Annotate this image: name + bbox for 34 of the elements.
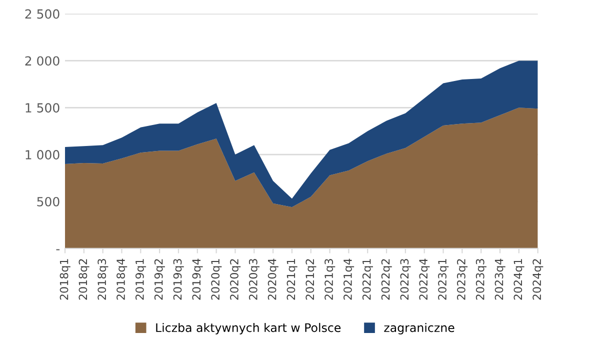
y-tick-label: 1 000 xyxy=(26,150,60,160)
legend-label: Liczba aktywnych kart w Polsce xyxy=(156,322,341,334)
x-tick-label: 2022q1 xyxy=(362,259,373,300)
x-tick-label: 2021q1 xyxy=(286,259,298,300)
x-tick-label: 2018q4 xyxy=(116,258,128,300)
x-tick-label: 2018q3 xyxy=(98,259,108,300)
x-tick-label: 2023q2 xyxy=(456,259,468,300)
y-tick-label: 2 500 xyxy=(25,9,60,19)
x-tick-label: 2024q1 xyxy=(514,259,524,300)
y-tick-label: 2 000 xyxy=(25,56,60,66)
x-tick-label: 2019q3 xyxy=(173,259,184,300)
x-tick-label: 2022q3 xyxy=(400,259,411,300)
x-tick-label: 2022q2 xyxy=(381,259,392,300)
x-tick-label: 2024q2 xyxy=(532,259,544,300)
x-tick-label: 2019q1 xyxy=(135,259,146,300)
x-tick-label: 2022q4 xyxy=(419,258,430,300)
y-tick-label: 1 500 xyxy=(26,103,60,113)
x-tick-label: 2021q2 xyxy=(306,259,316,300)
legend-label: zagraniczne xyxy=(384,322,454,334)
x-tick-label: 2021q4 xyxy=(344,258,354,300)
y-tick-label: - xyxy=(56,249,60,250)
x-tick-label: 2018q1 xyxy=(60,259,70,300)
x-tick-label: 2019q2 xyxy=(154,259,165,300)
x-tick-label: 2021q3 xyxy=(324,259,336,300)
x-tick-label: 2023q4 xyxy=(494,258,506,300)
x-tick-label: 2018q2 xyxy=(78,259,90,300)
x-tick-label: 2020q1 xyxy=(211,259,222,300)
x-tick-label: 2020q2 xyxy=(230,259,241,300)
x-tick-label: 2020q4 xyxy=(268,258,278,300)
x-tick-label: 2019q4 xyxy=(192,258,203,300)
x-tick-label: 2020q3 xyxy=(248,259,260,300)
y-tick-label: 500 xyxy=(37,196,60,206)
x-tick-label: 2023q1 xyxy=(438,259,449,300)
x-tick-label: 2023q3 xyxy=(476,259,486,300)
